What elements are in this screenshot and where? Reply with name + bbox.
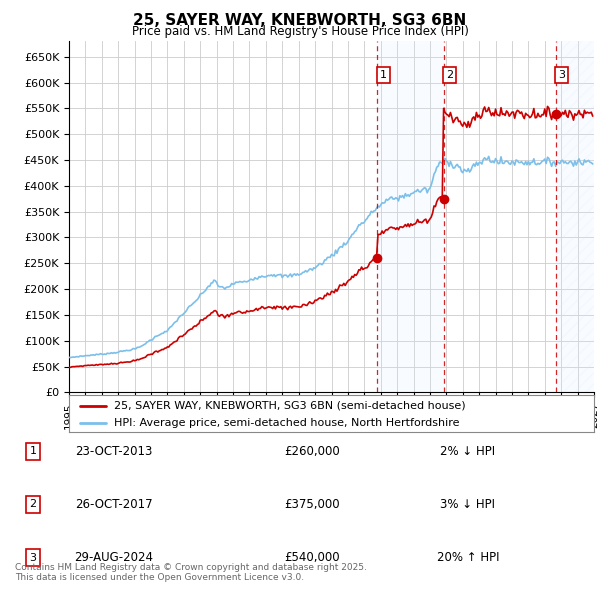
- Bar: [377, 41, 443, 392]
- Text: 2% ↓ HPI: 2% ↓ HPI: [440, 445, 496, 458]
- Text: 1: 1: [380, 70, 387, 80]
- Text: 25, SAYER WAY, KNEBWORTH, SG3 6BN (semi-detached house): 25, SAYER WAY, KNEBWORTH, SG3 6BN (semi-…: [113, 401, 465, 411]
- Text: 20% ↑ HPI: 20% ↑ HPI: [437, 551, 499, 564]
- Text: 2: 2: [446, 70, 453, 80]
- Text: £375,000: £375,000: [284, 498, 340, 511]
- Text: 25, SAYER WAY, KNEBWORTH, SG3 6BN: 25, SAYER WAY, KNEBWORTH, SG3 6BN: [133, 13, 467, 28]
- Text: 29-AUG-2024: 29-AUG-2024: [74, 551, 154, 564]
- Text: Contains HM Land Registry data © Crown copyright and database right 2025.
This d: Contains HM Land Registry data © Crown c…: [15, 563, 367, 582]
- Text: Price paid vs. HM Land Registry's House Price Index (HPI): Price paid vs. HM Land Registry's House …: [131, 25, 469, 38]
- Text: £540,000: £540,000: [284, 551, 340, 564]
- Text: 26-OCT-2017: 26-OCT-2017: [75, 498, 153, 511]
- Text: 3% ↓ HPI: 3% ↓ HPI: [440, 498, 496, 511]
- Text: 3: 3: [558, 70, 565, 80]
- Text: £260,000: £260,000: [284, 445, 340, 458]
- Text: 1: 1: [29, 447, 37, 456]
- Text: 3: 3: [29, 553, 37, 562]
- Text: HPI: Average price, semi-detached house, North Hertfordshire: HPI: Average price, semi-detached house,…: [113, 418, 459, 428]
- Text: 2: 2: [29, 500, 37, 509]
- Text: 23-OCT-2013: 23-OCT-2013: [76, 445, 152, 458]
- Bar: [556, 41, 594, 392]
